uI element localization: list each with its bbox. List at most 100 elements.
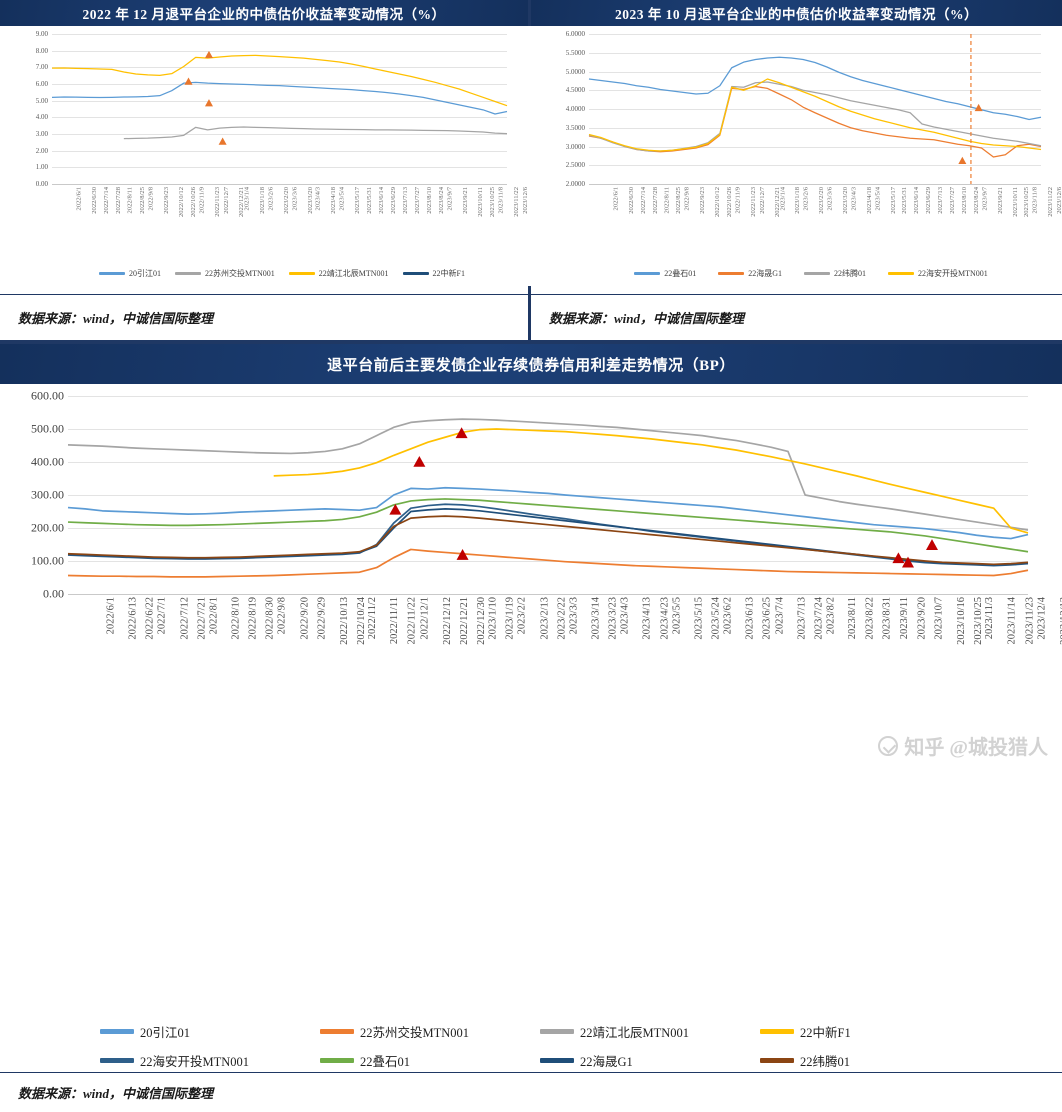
gridline — [68, 594, 1028, 595]
gridline — [52, 34, 507, 35]
x-axis-tick-label: 2023/1/19 — [504, 597, 516, 640]
plot-area: 2.0000 2.5000 3.0000 3.5000 4.0000 4.5000 5.00… — [566, 30, 1062, 217]
x-axis-tick-label: 2022/8/19 — [247, 597, 259, 640]
x-axis-tick-label: 2022/12/12 — [441, 597, 453, 645]
x-axis-tick-label: 2023/2/22 — [556, 597, 568, 640]
x-axis-tick-label: 2022/6/1 — [75, 187, 83, 211]
x-axis-tick-label: 2022/10/12 — [714, 187, 722, 218]
x-axis-tick-label: 2023/7/27 — [414, 187, 421, 214]
series-lines — [51, 50, 508, 145]
y-axis-tick-label: 3.0000 — [565, 142, 585, 151]
series-line — [51, 54, 508, 107]
legend-item[interactable]: 22叠石01 — [634, 268, 696, 279]
legend-item[interactable]: 22中新F1 — [402, 268, 465, 279]
x-axis-tick-label: 2023/2/6 — [267, 187, 275, 211]
triangle-marker-icon — [389, 503, 402, 515]
x-axis-tick-label: 2022/8/25 — [138, 187, 146, 214]
series-line — [123, 126, 508, 140]
x-axis-tick-label: 2022/10/26 — [726, 187, 734, 218]
legend-item[interactable]: 22靖江北辰MTN001 — [540, 1022, 760, 1041]
x-axis-tick-label: 2022/8/1 — [208, 597, 220, 635]
x-axis-tick-label: 2023/1/4 — [778, 187, 786, 211]
legend-item[interactable]: 22海晟G1 — [540, 1051, 760, 1070]
legend-label: 22叠石01 — [360, 1055, 411, 1069]
x-axis-tick-label: 2022/12/7 — [222, 187, 230, 214]
x-axis-tick-label: 2022/11/23 — [749, 187, 757, 217]
legend-swatch — [320, 1058, 354, 1063]
legend-item[interactable]: 22苏州交投MTN001 — [174, 268, 275, 279]
triangle-marker-icon — [926, 539, 938, 550]
x-axis-tick-label: 2023/1/18 — [794, 187, 802, 214]
x-axis-tick-label: 2023/8/24 — [437, 187, 445, 214]
y-axis-tick-label: 200.00 — [31, 520, 64, 535]
x-axis-tick-label: 2022/10/13 — [338, 597, 350, 645]
triangle-marker-icon — [218, 137, 227, 145]
x-axis-tick-label: 2023/8/22 — [864, 597, 876, 640]
x-axis-tick-label: 2023/10/7 — [933, 597, 945, 640]
legend-item[interactable]: 22苏州交投MTN001 — [320, 1022, 540, 1041]
legend-swatch — [760, 1029, 794, 1034]
x-axis-tick-label: 2023/11/23 — [1024, 597, 1036, 645]
legend-swatch — [888, 272, 914, 275]
legend-label: 22中新F1 — [432, 269, 465, 278]
legend-item[interactable]: 22中新F1 — [760, 1022, 980, 1041]
source-note-right-wrap: 数据来源：wind，中诚信国际整理 — [531, 294, 1062, 340]
x-axis-tick-label: 2022/6/30 — [627, 187, 635, 214]
x-axis-tick-label: 2023/10/11 — [476, 187, 484, 217]
legend-item[interactable]: 22海安开投MTN001 — [888, 268, 988, 279]
chart-oct-2023[interactable]: 2.0000 2.5000 3.0000 3.5000 4.0000 4.5000 5.00… — [531, 26, 1062, 286]
x-axis-tick-label: 2022/10/12 — [177, 187, 185, 218]
x-axis-tick-label: 2023/12/6 — [521, 187, 529, 214]
legend-label: 22海晟G1 — [748, 269, 782, 278]
legend-item[interactable]: 22靖江北辰MTN001 — [288, 268, 389, 279]
x-axis-tick-label: 2022/6/30 — [90, 187, 98, 214]
y-axis-tick-label: 4.5000 — [565, 86, 585, 95]
source-note-bottom-wrap: 数据来源：wind，中诚信国际整理 — [0, 1072, 1062, 1112]
gridline — [68, 396, 1028, 397]
x-axis-tick-label: 2023/3/20 — [841, 187, 849, 214]
legend-item[interactable]: 22纬腾01 — [804, 268, 866, 279]
triangle-marker-icon — [974, 103, 983, 112]
triangle-marker-icon — [204, 99, 213, 107]
x-axis-tick-label: 2023/8/10 — [960, 187, 968, 214]
legend-oct-2023: 22叠石01 22海晟G1 22纬腾01 22海安开投MTN001 — [571, 268, 1051, 279]
legend-item[interactable]: 22海安开投MTN001 — [100, 1051, 320, 1070]
x-axis-tick-label: 2022/7/28 — [114, 187, 122, 214]
x-axis-tick-label: 2022/7/1 — [156, 597, 168, 635]
y-axis-tick-label: 5.00 — [35, 96, 48, 105]
x-axis-tick-label: 2023/7/4 — [773, 597, 785, 635]
report-page: 2022 年 12 月退平台企业的中债估价收益率变动情况（%） 0.00 1.00… — [0, 0, 1062, 768]
x-axis-tick-label: 2022/8/10 — [230, 597, 242, 640]
legend-item[interactable]: 20引江01 — [98, 268, 161, 279]
panel-oct-2023: 2023 年 10 月退平台企业的中债估价收益率变动情况（%） 2.0000 2.… — [531, 0, 1062, 340]
series-line — [588, 56, 1042, 121]
plot-area: 0.00 1.00 2.00 3.00 4.00 5.00 6.00 7.00 8.00 9.00… — [36, 30, 544, 217]
x-axis-tick-label: 2023/12/6 — [1055, 187, 1062, 214]
legend-label: 22中新F1 — [800, 1026, 851, 1040]
legend-item[interactable]: 22海晟G1 — [718, 268, 782, 279]
chart-credit-spread[interactable]: 0.00 100.00 200.00 300.00 400.00 500.00 600.00… — [0, 384, 1062, 645]
x-axis-tick-label: 2023/3/23 — [607, 597, 619, 640]
legend-swatch — [718, 272, 745, 275]
gridline — [52, 100, 507, 102]
legend-item[interactable]: 22纬腾01 — [760, 1051, 980, 1070]
gridline — [589, 90, 1041, 92]
chart-dec-2022[interactable]: 0.00 1.00 2.00 3.00 4.00 5.00 6.00 7.00 8.00 9.00… — [0, 26, 544, 286]
x-axis-tick-label: 2023/11/3 — [984, 597, 996, 640]
y-axis-tick-label: 3.00 — [35, 130, 48, 138]
x-axis-tick-label: 2022/6/22 — [144, 597, 156, 640]
x-axis-tick-label: 2023/10/25 — [489, 187, 497, 218]
triangle-marker-icon — [413, 456, 426, 467]
y-axis-tick-label: 5.5000 — [565, 48, 585, 57]
source-note-left: 数据来源：wind，中诚信国际整理 — [0, 294, 531, 340]
y-axis-tick-label: 2.0000 — [565, 180, 585, 188]
x-axis-tick-label: 2022/12/7 — [758, 187, 766, 214]
legend-item[interactable]: 20引江01 — [100, 1022, 320, 1041]
legend-item[interactable]: 22叠石01 — [320, 1051, 540, 1070]
x-axis-tick-label: 2023/5/17 — [354, 187, 362, 214]
x-axis-tick-label: 2023/4/3 — [850, 187, 858, 211]
x-axis-tick-label: 2022/11/9 — [734, 187, 742, 214]
x-axis-tick-label: 2023/9/7 — [446, 187, 454, 211]
legend-label: 20引江01 — [140, 1026, 191, 1040]
x-axis-tick-label: 2022/10/24 — [355, 597, 367, 645]
